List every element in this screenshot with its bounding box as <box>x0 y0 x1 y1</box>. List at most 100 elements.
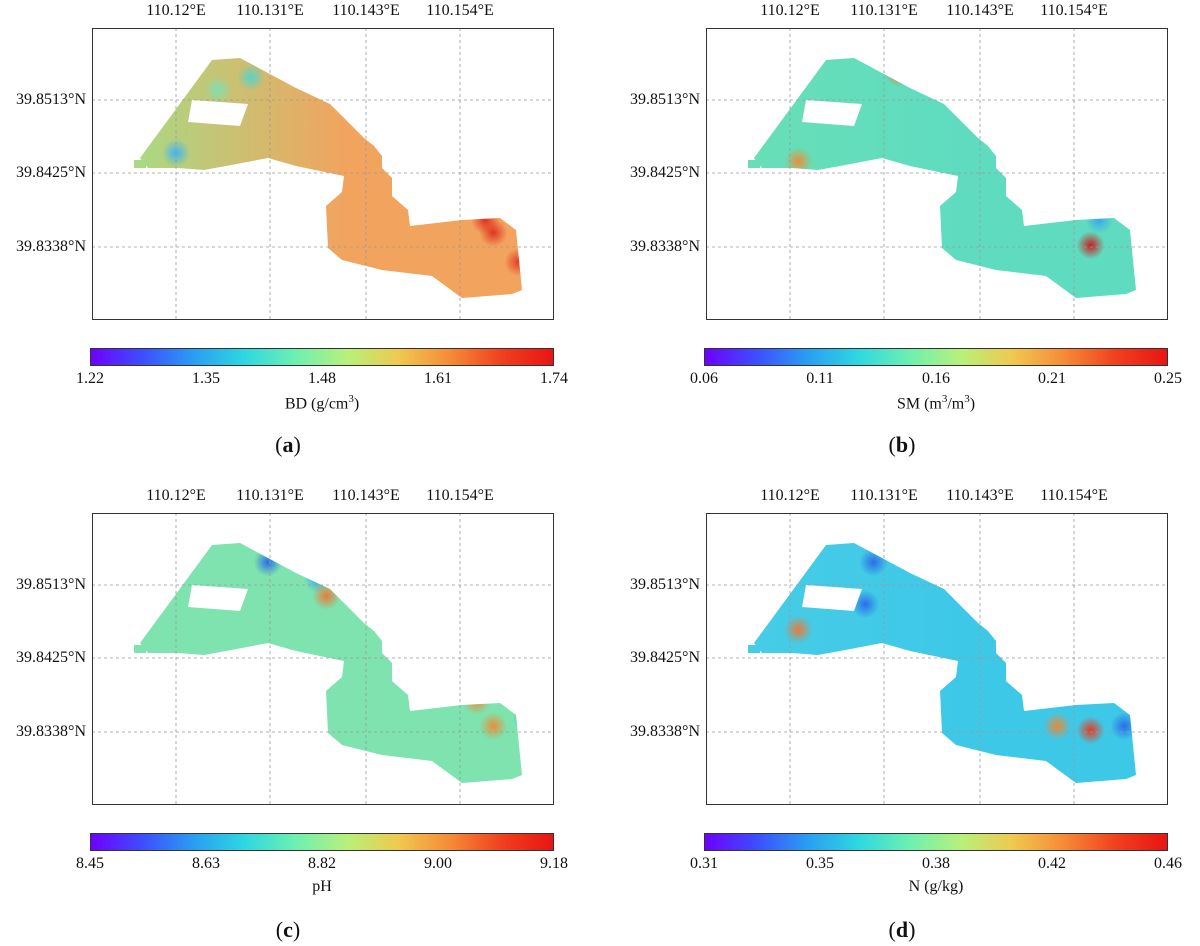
panel-letter-text: a <box>282 432 294 457</box>
panel-a: 110.12°E 110.131°E 110.143°E 110.154°E 39.85… <box>0 0 586 461</box>
colorbar-tick-label: 0.35 <box>806 855 834 872</box>
sample-hotspot <box>479 712 508 741</box>
colorbar-gradient <box>90 833 554 851</box>
colorbar-tick-label: 0.11 <box>806 370 834 387</box>
sample-hotspot <box>237 63 266 92</box>
sample-hotspot <box>203 75 232 104</box>
lon-tick-label: 110.154°E <box>1040 487 1108 504</box>
map-frame <box>92 513 554 805</box>
colorbar-tick-label: 0.06 <box>690 370 718 387</box>
excluded-area <box>802 100 862 126</box>
lon-tick-label: 110.143°E <box>946 2 1014 19</box>
lon-tick-label: 110.12°E <box>146 487 206 504</box>
lat-tick-label: 39.8338°N <box>630 238 700 255</box>
colorbar-tick-label: 1.61 <box>424 370 452 387</box>
panel-c: 110.12°E 110.131°E 110.143°E 110.154°E 39.85… <box>0 485 586 946</box>
lat-tick-label: 39.8425°N <box>16 164 86 181</box>
excluded-area <box>188 100 248 126</box>
map-b <box>706 28 1168 320</box>
lon-tick-label: 110.131°E <box>850 487 918 504</box>
colorbar-tick-label: 1.35 <box>192 370 220 387</box>
lon-tick-label: 110.12°E <box>146 2 206 19</box>
lat-tick-label: 39.8425°N <box>630 649 700 666</box>
sample-hotspot <box>1076 231 1105 260</box>
colorbar-label-part: 3 <box>348 393 354 405</box>
colorbar-label-part: ) <box>969 395 976 413</box>
colorbar-tick-label: 0.25 <box>1154 370 1182 387</box>
sample-hotspot <box>784 615 813 644</box>
excluded-area <box>802 585 862 611</box>
panel-letter: (a) <box>275 432 301 457</box>
colorbar-a <box>90 348 554 366</box>
lat-tick-label: 39.8513°N <box>16 91 86 108</box>
colorbar-tick-label: 1.74 <box>540 370 568 387</box>
panel-letter: (d) <box>888 917 916 942</box>
panel-letter: (c) <box>275 917 301 942</box>
lon-tick-label: 110.143°E <box>332 2 400 19</box>
lon-tick-label: 110.154°E <box>426 487 494 504</box>
panel-letter-text: d <box>895 917 909 942</box>
colorbar-tick-label: 0.42 <box>1038 855 1066 872</box>
map-frame <box>706 513 1168 805</box>
colorbar-tick-label: 0.16 <box>922 370 950 387</box>
lon-tick-label: 110.12°E <box>760 487 820 504</box>
lat-tick-label: 39.8513°N <box>630 91 700 108</box>
colorbar-tick-label: 8.63 <box>192 855 220 872</box>
colorbar-label-part: /m <box>947 395 965 413</box>
colorbar-d <box>704 833 1168 851</box>
lat-tick-label: 39.8425°N <box>630 164 700 181</box>
sample-hotspot <box>1076 716 1105 745</box>
lon-tick-label: 110.154°E <box>1040 2 1108 19</box>
lon-tick-label: 110.131°E <box>236 487 304 504</box>
lat-tick-label: 39.8338°N <box>16 723 86 740</box>
sample-hotspot <box>1043 712 1072 741</box>
map-frame <box>706 28 1168 320</box>
colorbar-gradient <box>90 348 554 366</box>
lon-tick-label: 110.143°E <box>332 487 400 504</box>
colorbar-label: pH <box>312 878 332 896</box>
map-frame <box>92 28 554 320</box>
colorbar-tick-label: 0.31 <box>690 855 718 872</box>
lon-tick-label: 110.143°E <box>946 487 1014 504</box>
colorbar-label-part: 3 <box>964 393 970 405</box>
colorbar-label-part: 3 <box>941 393 948 405</box>
lon-tick-label: 110.131°E <box>850 2 918 19</box>
lat-tick-label: 39.8338°N <box>16 238 86 255</box>
lat-tick-label: 39.8338°N <box>630 723 700 740</box>
lat-tick-label: 39.8425°N <box>16 649 86 666</box>
panel-d: 110.12°E 110.131°E 110.143°E 110.154°E 39.85… <box>614 485 1200 946</box>
colorbar-tick-label: 0.46 <box>1154 855 1182 872</box>
sample-hotspot <box>504 248 522 277</box>
panel-b: 110.12°E 110.131°E 110.143°E 110.154°E 39.85… <box>614 0 1200 461</box>
panel-letter-text: c <box>283 917 293 942</box>
colorbar-label-part: pH <box>312 878 332 895</box>
colorbar-label: SM (m3/m3) <box>897 393 975 413</box>
colorbar-tick-label: 9.18 <box>540 855 568 872</box>
panel-letter-text: b <box>895 432 909 457</box>
colorbar-tick-label: 1.22 <box>76 370 104 387</box>
colorbar-label-part: N (g/kg) <box>908 878 964 895</box>
colorbar-gradient <box>704 348 1168 366</box>
sample-hotspot <box>162 138 190 167</box>
colorbar-label-part: ) <box>353 395 360 413</box>
colorbar-tick-label: 0.21 <box>1038 370 1066 387</box>
colorbar-tick-label: 0.38 <box>922 855 950 872</box>
sample-hotspot <box>479 218 508 247</box>
map-a <box>92 28 554 320</box>
colorbar-gradient <box>704 833 1168 851</box>
lat-tick-label: 39.8513°N <box>16 576 86 593</box>
colorbar-label-part: SM (m <box>896 395 942 413</box>
colorbar-label: BD (g/cm3) <box>285 393 359 413</box>
colorbar-tick-label: 1.48 <box>308 370 336 387</box>
panel-letter: (b) <box>888 432 916 457</box>
lon-tick-label: 110.12°E <box>760 2 820 19</box>
map-c <box>92 513 554 805</box>
colorbar-tick-label: 9.00 <box>424 855 452 872</box>
colorbar-label: N (g/kg) <box>909 878 964 896</box>
lon-tick-label: 110.131°E <box>236 2 304 19</box>
colorbar-tick-label: 8.82 <box>308 855 336 872</box>
colorbar-tick-label: 8.45 <box>76 855 104 872</box>
lat-tick-label: 39.8513°N <box>630 576 700 593</box>
colorbar-b <box>704 348 1168 366</box>
